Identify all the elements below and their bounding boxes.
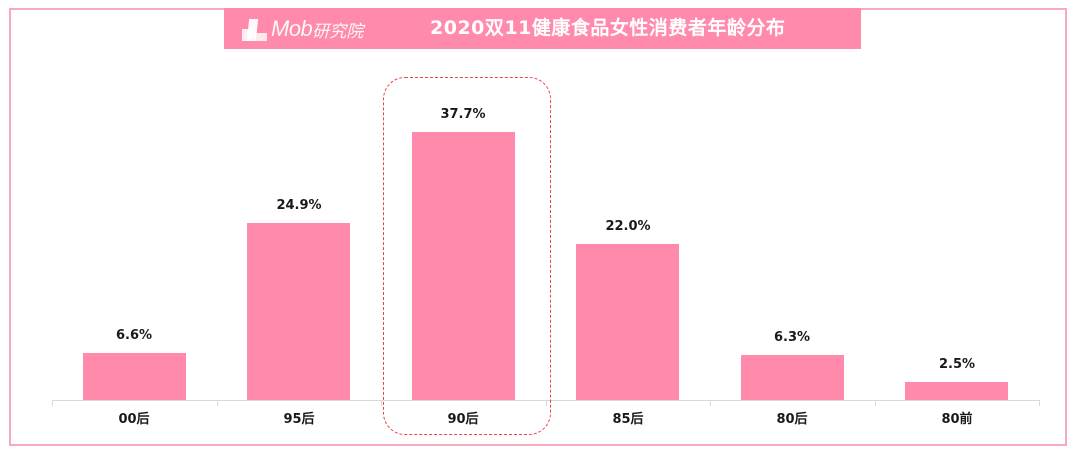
bar-5 xyxy=(905,382,1008,400)
axis-tick xyxy=(381,400,382,406)
bar-4 xyxy=(741,355,844,400)
axis-tick xyxy=(1039,400,1040,406)
category-label: 00后 xyxy=(118,412,150,427)
axis-tick xyxy=(217,400,218,406)
category-label: 95后 xyxy=(283,412,315,427)
mob-logo: Mob 研究院 xyxy=(242,15,363,43)
chart-title: 2020双11健康食品女性消费者年龄分布 xyxy=(430,17,786,39)
value-label: 2.5% xyxy=(938,357,976,372)
value-label: 22.0% xyxy=(605,219,651,234)
axis-tick xyxy=(52,400,53,406)
category-label: 90后 xyxy=(447,412,479,427)
value-label: 37.7% xyxy=(440,107,486,122)
logo-text-cn: 研究院 xyxy=(312,21,364,42)
category-label: 85后 xyxy=(612,412,644,427)
axis-tick xyxy=(710,400,711,406)
value-label: 24.9% xyxy=(276,198,322,213)
axis-tick xyxy=(875,400,876,406)
category-label: 80后 xyxy=(776,412,808,427)
axis-tick xyxy=(546,400,547,406)
building-logo-icon xyxy=(242,17,268,41)
x-axis xyxy=(52,400,1039,401)
bar-1 xyxy=(247,223,350,400)
value-label: 6.6% xyxy=(115,328,153,343)
value-label: 6.3% xyxy=(773,330,811,345)
bar-0 xyxy=(83,353,186,400)
logo-text: Mob xyxy=(271,16,313,41)
bar-3 xyxy=(576,244,679,400)
category-label: 80前 xyxy=(941,412,973,427)
highlight-box-90s xyxy=(383,77,551,435)
bar-2 xyxy=(412,132,515,400)
title-banner: Mob 研究院 2020双11健康食品女性消费者年龄分布 xyxy=(224,8,861,49)
